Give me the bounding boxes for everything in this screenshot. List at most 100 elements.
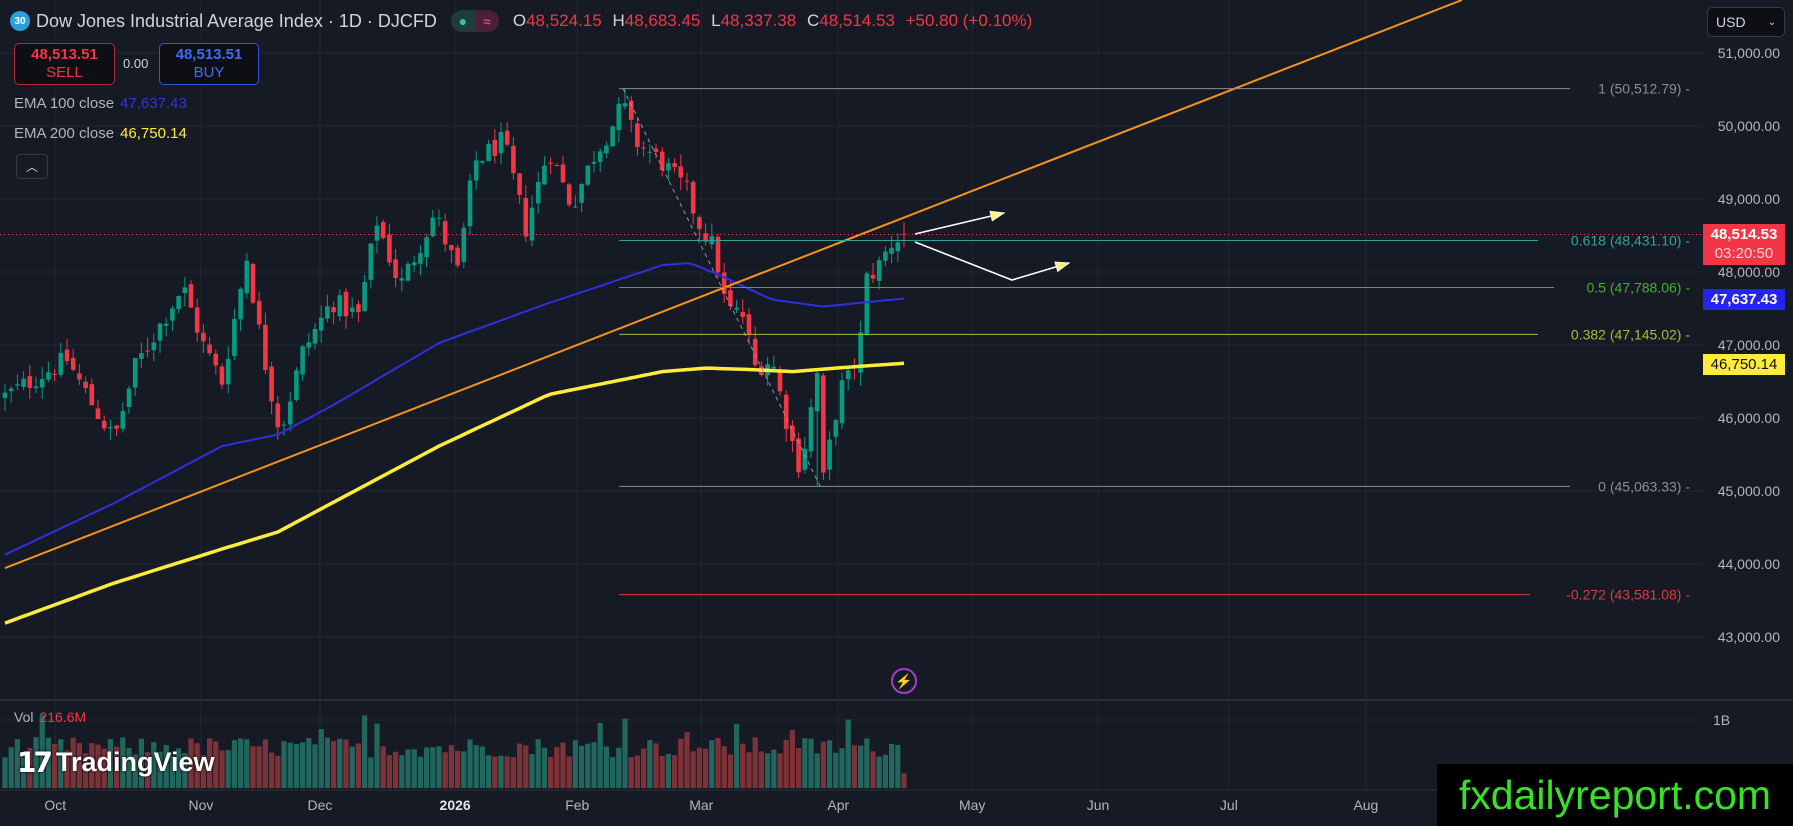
volume-legend[interactable]: Vol 216.6M	[14, 709, 86, 725]
volume-bar	[808, 738, 814, 788]
buy-label: BUY	[193, 64, 225, 81]
collapse-legend-button[interactable]: ︿	[16, 154, 48, 179]
candle-body	[641, 147, 646, 149]
candle-body	[678, 166, 684, 178]
candle-body	[139, 353, 144, 359]
sell-button[interactable]: 48,513.51 SELL	[14, 43, 115, 85]
volume-bar	[176, 748, 182, 788]
candle-body	[27, 376, 33, 388]
candle-body	[170, 308, 175, 321]
candle-body	[616, 103, 622, 131]
volume-bar	[399, 755, 405, 788]
candle-body	[275, 403, 281, 428]
volume-bar	[132, 754, 138, 788]
candle-body	[411, 262, 417, 266]
volume-bar	[33, 737, 39, 788]
candle-body	[771, 366, 777, 369]
chevron-up-icon: ︿	[25, 160, 38, 174]
volume-bar	[89, 743, 95, 788]
volume-bar	[188, 738, 194, 788]
candle-body	[684, 180, 690, 182]
volume-bar	[461, 751, 467, 788]
fib-level-label: 0.382 (47,145.02) -	[1571, 326, 1690, 342]
candle-body	[523, 198, 529, 237]
volume-bar	[858, 745, 864, 788]
candle-body	[473, 160, 479, 181]
volume-bar	[479, 746, 485, 788]
candle-body	[467, 180, 473, 227]
legend-ema100[interactable]: EMA 100 close 47,637.43	[14, 95, 187, 112]
volume-bar	[690, 751, 696, 788]
volume-bar	[169, 755, 175, 788]
price-axis-tick: 43,000.00	[1718, 629, 1780, 645]
price-axis-tick: 47,000.00	[1718, 337, 1780, 353]
volume-bar	[343, 739, 349, 788]
currency-select[interactable]: USD ⌄	[1707, 7, 1785, 37]
volume-bar	[225, 750, 231, 788]
volume-bar	[281, 741, 287, 788]
volume-bar	[405, 749, 411, 788]
time-axis-label: Feb	[565, 797, 589, 813]
volume-bar	[498, 755, 504, 788]
volume-bar	[814, 753, 820, 788]
candle-body	[504, 130, 510, 145]
candle-body	[349, 307, 355, 312]
candle-body	[554, 165, 560, 167]
candle-body	[895, 242, 901, 252]
candle-body	[430, 217, 436, 237]
ohlc-readout: O48,524.15 H48,683.45 L48,337.38 C48,514…	[512, 11, 1033, 30]
candle-body	[157, 323, 163, 341]
volume-bar	[634, 755, 640, 788]
volume-bar	[8, 747, 14, 788]
volume-bar	[641, 748, 647, 788]
candle-body	[207, 344, 212, 354]
volume-bar	[709, 740, 715, 788]
candle-body	[114, 425, 119, 429]
indicator-value: 47,637.43	[120, 95, 187, 112]
chevron-down-icon: ⌄	[1767, 16, 1776, 28]
volume-bar	[39, 714, 45, 788]
candle-body	[511, 145, 516, 174]
candle-body	[120, 410, 126, 429]
volume-bar	[101, 748, 107, 788]
high-value: 48,683.45	[624, 11, 701, 30]
volume-bar	[126, 747, 132, 788]
candle-body	[418, 253, 423, 264]
candle-body	[256, 300, 262, 325]
volume-bar	[517, 743, 523, 788]
volume-bar	[684, 732, 690, 788]
symbol-title[interactable]: Dow Jones Industrial Average Index · 1D …	[36, 10, 437, 31]
candle-body	[728, 290, 733, 307]
tradingview-logo[interactable]: 𝟭𝟳 TradingView	[17, 746, 215, 779]
candle-body	[666, 163, 671, 171]
volume-bar	[107, 739, 113, 788]
candle-body	[721, 272, 727, 294]
volume-bar	[529, 753, 535, 788]
candle-body	[845, 370, 851, 380]
lightning-icon[interactable]: ⚡	[891, 668, 917, 694]
last-price: 48,514.53	[1710, 226, 1778, 243]
fib-level-label: 0 (45,063.33) -	[1598, 478, 1690, 494]
candle-body	[213, 353, 219, 366]
volume-bar	[70, 737, 76, 788]
candle-body	[399, 278, 405, 281]
candle-body	[356, 304, 361, 313]
candle-body	[449, 245, 454, 251]
volume-bar	[14, 739, 20, 788]
candle-body	[597, 151, 603, 162]
legend-ema200[interactable]: EMA 200 close 46,750.14	[14, 125, 187, 142]
candle-body	[542, 165, 547, 185]
volume-bar	[417, 756, 423, 788]
candle-body	[833, 420, 839, 437]
volume-bar	[200, 755, 206, 788]
volume-bar	[647, 740, 653, 788]
buy-button[interactable]: 48,513.51 BUY	[159, 43, 259, 85]
candle-body	[108, 427, 113, 429]
candle-body	[690, 181, 696, 214]
market-status[interactable]: ● ≈	[450, 10, 499, 32]
volume-bar	[368, 757, 374, 788]
candle-body	[318, 317, 324, 331]
candle-body	[95, 408, 101, 419]
volume-bar	[231, 740, 237, 788]
